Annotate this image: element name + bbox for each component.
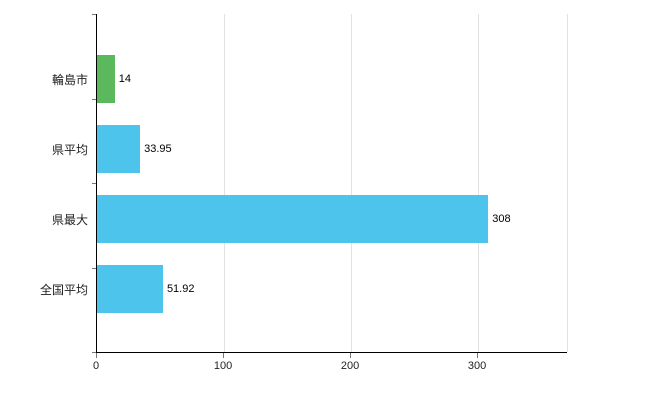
gridline — [351, 14, 353, 352]
x-axis-tick — [350, 353, 352, 358]
category-label: 全国平均 — [39, 282, 88, 297]
x-axis-tick — [96, 353, 97, 358]
x-axis-tick — [477, 353, 479, 358]
bar-row: 51.92 — [97, 254, 567, 324]
plot-wrap: 14 33.95 308 51.92 0 100 200 300 — [92, 14, 568, 379]
gridline — [567, 14, 568, 352]
y-axis-tick — [92, 14, 96, 15]
bar-row: 14 — [97, 44, 567, 114]
plot-area: 14 33.95 308 51.92 — [92, 14, 568, 353]
gridline — [224, 14, 226, 352]
value-label: 308 — [492, 213, 511, 225]
category-label: 県最大 — [51, 212, 88, 227]
bar — [97, 125, 141, 173]
bar-chart: 輪島市県平均県最大全国平均 14 33.95 308 51.92 0 100 200 300 — [30, 14, 568, 379]
y-axis-tick — [92, 183, 96, 184]
bar-row: 308 — [97, 184, 567, 254]
category-label: 県平均 — [51, 142, 88, 157]
bar — [97, 55, 115, 103]
value-label: 33.95 — [144, 143, 172, 155]
bars: 14 33.95 308 51.92 — [97, 14, 567, 352]
x-axis-tick — [223, 353, 225, 358]
x-axis-tick-label: 100 — [213, 360, 233, 372]
x-axis: 0 100 200 300 — [92, 353, 566, 379]
y-axis-tick — [92, 267, 96, 269]
category-label: 輪島市 — [51, 72, 88, 87]
y-axis-tick — [92, 98, 96, 100]
gridline — [478, 14, 480, 352]
gridlines — [92, 14, 568, 353]
y-axis-tick — [92, 352, 96, 353]
value-label: 51.92 — [166, 283, 195, 295]
x-axis-tick-label: 300 — [467, 360, 487, 372]
value-label: 14 — [118, 73, 132, 85]
x-axis-tick-label: 0 — [92, 360, 100, 372]
bar — [97, 195, 489, 243]
bar — [97, 265, 163, 313]
y-axis-labels: 輪島市県平均県最大全国平均 — [30, 14, 96, 352]
x-axis-tick-label: 200 — [340, 360, 360, 372]
bar-row: 33.95 — [97, 114, 567, 184]
